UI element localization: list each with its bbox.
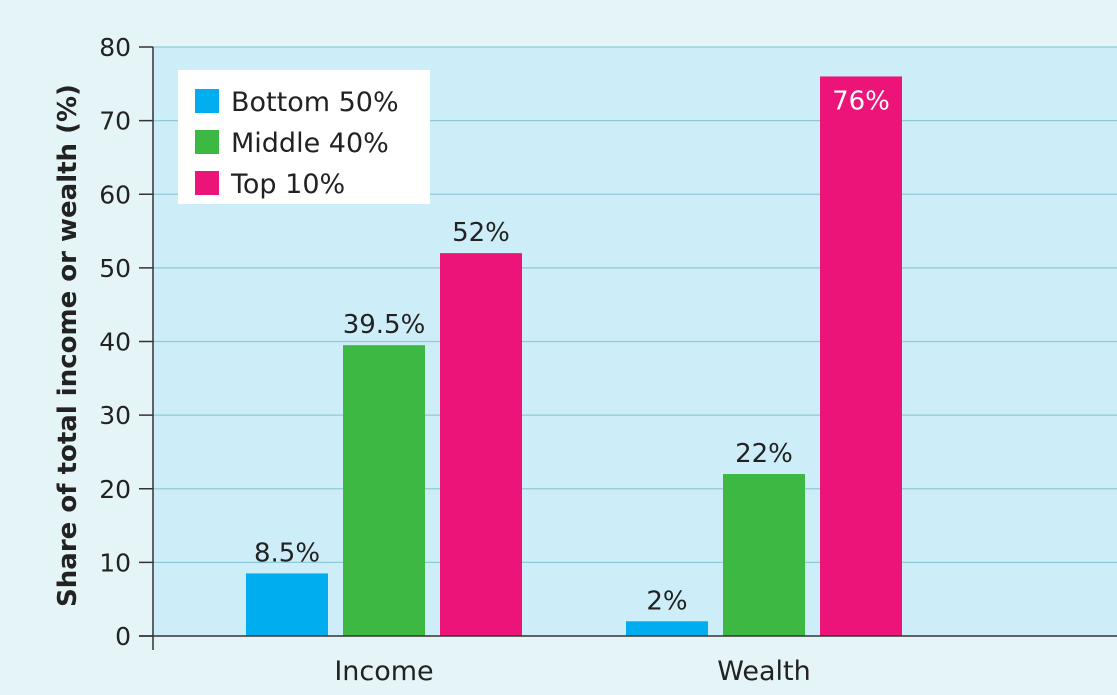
legend-swatch bbox=[195, 130, 219, 154]
gridlines bbox=[153, 46, 1117, 563]
bar-data-label: 22% bbox=[735, 439, 793, 469]
y-tick-label: 20 bbox=[99, 475, 131, 504]
bar-data-label: 52% bbox=[452, 218, 510, 248]
legend-swatch bbox=[195, 171, 219, 195]
bar-data-label: 39.5% bbox=[343, 310, 426, 340]
x-tick-label: Wealth bbox=[717, 656, 810, 687]
legend: Bottom 50% Middle 40% Top 10% bbox=[178, 70, 430, 204]
y-tick-label: 70 bbox=[99, 107, 131, 136]
bar-data-label: 8.5% bbox=[254, 538, 320, 568]
y-tick-label: 10 bbox=[99, 548, 131, 577]
bars: 8.5% 39.5% 52% 2% 22% 76% bbox=[246, 76, 902, 636]
legend-swatch bbox=[195, 89, 219, 113]
bar-data-label: 76% bbox=[832, 86, 890, 116]
bar bbox=[440, 253, 522, 636]
y-tick-label: 60 bbox=[99, 180, 131, 209]
y-tick-label: 80 bbox=[99, 33, 131, 62]
bar bbox=[820, 76, 902, 636]
y-tick-label: 0 bbox=[115, 622, 131, 651]
legend-box bbox=[178, 70, 430, 204]
y-tick-label: 50 bbox=[99, 254, 131, 283]
bar bbox=[246, 573, 328, 636]
legend-label: Middle 40% bbox=[231, 128, 389, 159]
x-tick-label: Income bbox=[334, 656, 433, 687]
bar-data-label: 2% bbox=[646, 586, 687, 616]
y-tick-label: 40 bbox=[99, 328, 131, 357]
legend-label: Top 10% bbox=[230, 169, 345, 200]
bar bbox=[626, 621, 708, 636]
bar bbox=[343, 345, 425, 636]
y-axis-title: Share of total income or wealth (%) bbox=[53, 84, 83, 607]
y-tick-label: 30 bbox=[99, 401, 131, 430]
bar bbox=[723, 474, 805, 636]
axes: 0 10 20 30 40 50 60 70 80 Income Wealth bbox=[99, 33, 1117, 687]
legend-label: Bottom 50% bbox=[231, 87, 399, 118]
